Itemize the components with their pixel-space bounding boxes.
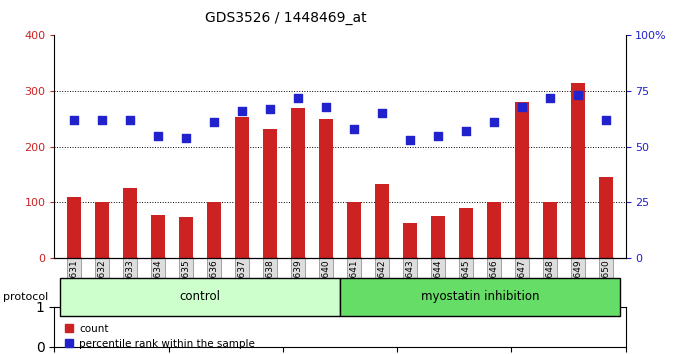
Point: [405, 137, 415, 143]
Bar: [95, 202, 109, 258]
Bar: [459, 208, 473, 258]
Point: [97, 117, 107, 123]
Point: [181, 135, 192, 141]
Bar: [599, 177, 613, 258]
Text: control: control: [180, 290, 220, 303]
Point: [349, 126, 360, 132]
Point: [488, 119, 499, 125]
Bar: [123, 188, 137, 258]
Point: [573, 93, 583, 98]
Point: [152, 133, 163, 138]
FancyBboxPatch shape: [340, 278, 620, 316]
Bar: [375, 184, 389, 258]
Point: [237, 108, 248, 114]
Point: [545, 95, 556, 101]
Point: [432, 133, 443, 138]
Text: protocol: protocol: [3, 292, 49, 302]
Bar: [543, 202, 557, 258]
Bar: [571, 83, 585, 258]
Point: [377, 110, 388, 116]
Point: [292, 95, 303, 101]
Bar: [319, 119, 333, 258]
Bar: [431, 216, 445, 258]
Bar: [515, 102, 529, 258]
Point: [320, 104, 331, 109]
Point: [124, 117, 135, 123]
Bar: [347, 202, 361, 258]
Bar: [67, 197, 81, 258]
Bar: [235, 117, 249, 258]
FancyBboxPatch shape: [60, 278, 340, 316]
Point: [69, 117, 80, 123]
Bar: [179, 217, 193, 258]
Bar: [207, 202, 221, 258]
Point: [517, 104, 528, 109]
Legend: count, percentile rank within the sample: count, percentile rank within the sample: [60, 320, 260, 353]
Text: GDS3526 / 1448469_at: GDS3526 / 1448469_at: [205, 11, 367, 25]
Text: myostatin inhibition: myostatin inhibition: [421, 290, 539, 303]
Bar: [403, 223, 417, 258]
Point: [600, 117, 611, 123]
Point: [265, 106, 275, 112]
Bar: [487, 202, 501, 258]
Point: [460, 128, 471, 134]
Bar: [151, 215, 165, 258]
Bar: [263, 129, 277, 258]
Bar: [291, 108, 305, 258]
Point: [209, 119, 220, 125]
